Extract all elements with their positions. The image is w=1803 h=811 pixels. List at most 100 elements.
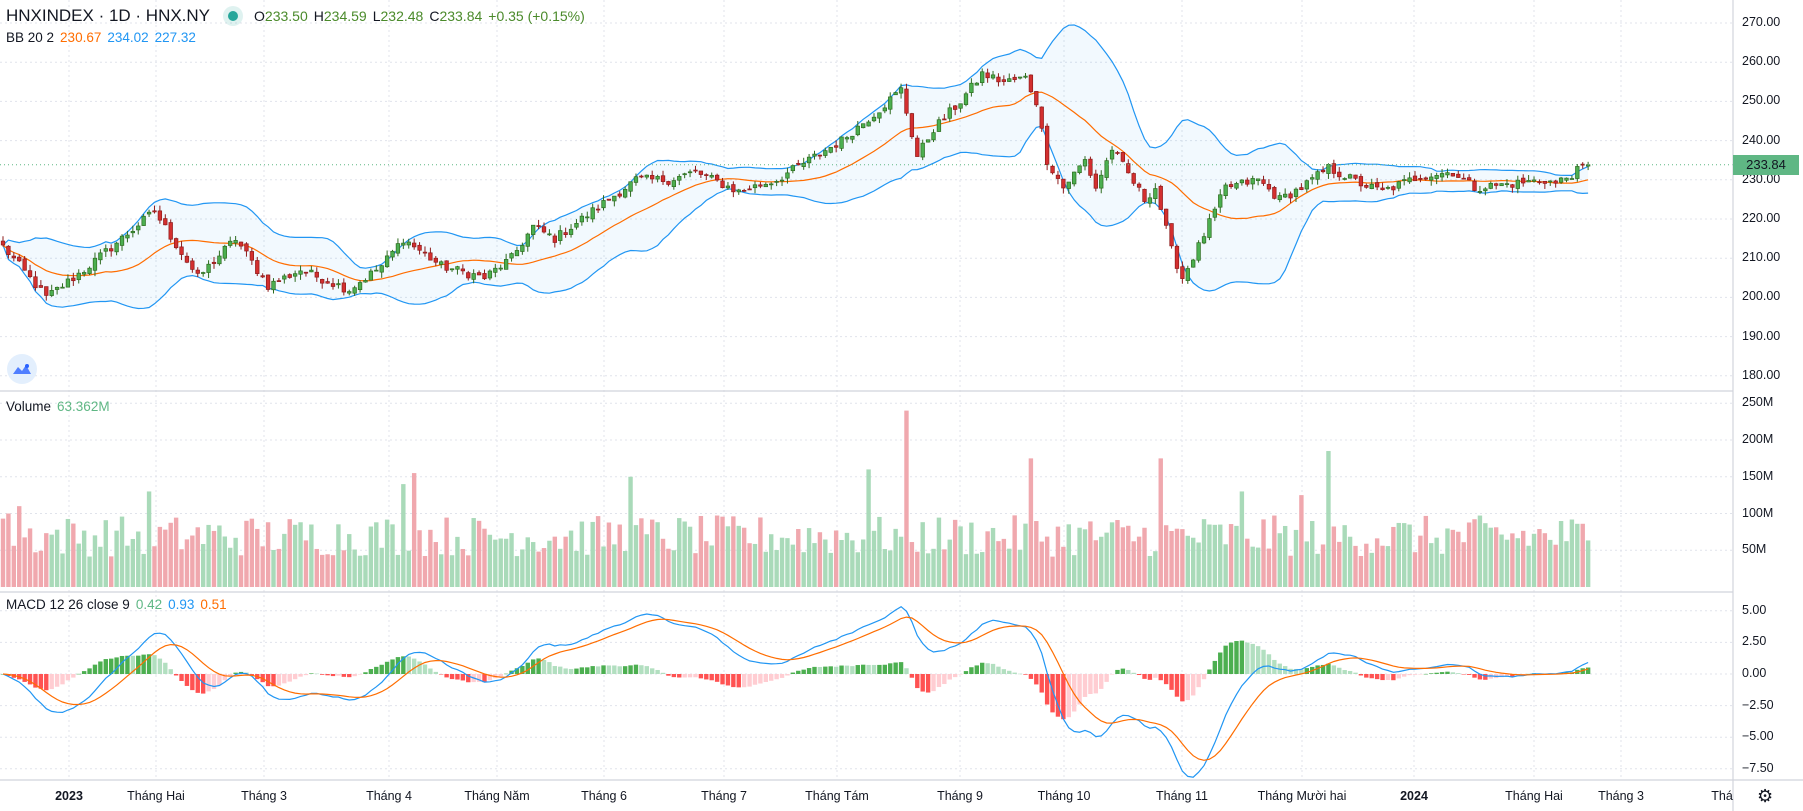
- macd-histogram-bar: [1201, 674, 1207, 680]
- volume-bar: [347, 534, 352, 587]
- macd-histogram-bar: [1158, 674, 1163, 681]
- macd-histogram-bar: [1174, 674, 1180, 697]
- volume-bar: [1034, 521, 1039, 587]
- volume-bar: [1207, 524, 1212, 587]
- bb-legend[interactable]: BB 20 2 230.67 234.02 227.32: [6, 30, 196, 45]
- volume-bar: [1169, 531, 1174, 587]
- macd-histogram-bar: [828, 666, 833, 674]
- macd-histogram-bar: [152, 655, 157, 674]
- volume-bar: [1245, 538, 1250, 587]
- candle-body: [1044, 125, 1050, 165]
- volume-bar: [1001, 538, 1007, 587]
- volume-bar: [493, 539, 498, 587]
- candle-body: [1374, 182, 1380, 188]
- candle-body: [633, 176, 639, 183]
- macd-histogram-bar: [476, 674, 482, 682]
- volume-bar: [1039, 541, 1044, 587]
- volume-bar: [1548, 539, 1553, 587]
- candle-body: [612, 195, 617, 202]
- candle-body: [1261, 179, 1266, 184]
- macd-histogram-bar: [639, 665, 644, 674]
- volume-bar: [796, 529, 801, 587]
- candle-body: [38, 285, 44, 288]
- candle-body: [1380, 187, 1385, 191]
- candle-body: [720, 180, 725, 189]
- volume-bar: [1585, 540, 1591, 587]
- candle-body: [1564, 177, 1569, 181]
- candle-body: [249, 251, 255, 261]
- macd-histogram-bar: [514, 668, 520, 674]
- volume-bar: [1082, 529, 1088, 587]
- volume-bar: [98, 546, 103, 587]
- bb-label: BB 20 2: [6, 30, 55, 45]
- volume-bar: [71, 523, 76, 587]
- volume-bar: [1228, 524, 1234, 587]
- macd-histogram-bar: [920, 674, 925, 692]
- macd-histogram-bar: [1055, 674, 1061, 717]
- volume-bar: [287, 519, 292, 587]
- macd-histogram-bar: [368, 669, 374, 674]
- volume-bar: [552, 536, 558, 587]
- volume-bar: [1445, 528, 1450, 587]
- symbol-legend: HNXINDEX · 1D · HNX.NY O233.50 H234.59 L…: [6, 6, 585, 26]
- volume-bar: [1439, 553, 1445, 587]
- settings-gear-icon[interactable]: ⚙: [1757, 786, 1774, 806]
- candle-body: [990, 74, 996, 79]
- candle-body: [1099, 174, 1104, 189]
- symbol-title[interactable]: HNXINDEX · 1D · HNX.NY: [6, 6, 211, 25]
- volume-legend[interactable]: Volume 63.362M: [6, 399, 110, 414]
- volume-bar: [1163, 525, 1169, 587]
- volume-bar: [725, 526, 731, 587]
- candle-body: [677, 176, 682, 181]
- volume-bar: [974, 553, 979, 587]
- candle-body: [1288, 193, 1293, 199]
- ohlc-low: L232.48: [372, 8, 424, 24]
- bb-lower-value: 227.32: [154, 30, 196, 45]
- price-tick-label: 220.00: [1742, 211, 1781, 225]
- macd-histogram-bar: [119, 655, 125, 674]
- volume-tick-label: 150M: [1742, 468, 1774, 483]
- volume-bar: [1299, 495, 1304, 587]
- volume-bar: [639, 518, 644, 587]
- candle-body: [1304, 180, 1309, 190]
- macd-histogram-bar: [1423, 673, 1429, 675]
- candle-body: [514, 250, 520, 257]
- candle-body: [455, 266, 460, 270]
- macd-histogram-bar: [109, 658, 114, 674]
- macd-legend[interactable]: MACD 12 26 close 9 0.42 0.93 0.51: [6, 597, 227, 612]
- macd-histogram-bar: [1461, 674, 1466, 675]
- volume-bar: [422, 556, 428, 587]
- macd-histogram-bar: [936, 674, 942, 688]
- volume-bar: [1456, 531, 1461, 587]
- candle-body: [314, 271, 319, 278]
- macd-histogram-bar: [563, 668, 568, 674]
- candle-body: [471, 273, 476, 280]
- macd-histogram-bar: [1196, 674, 1201, 688]
- tradingview-logo-icon[interactable]: [7, 354, 37, 384]
- macd-histogram-bar: [785, 674, 790, 676]
- volume-bar: [103, 520, 108, 587]
- volume-bar: [1104, 532, 1109, 587]
- macd-tick-label: 2.50: [1742, 634, 1767, 649]
- macd-histogram-bar: [1077, 674, 1082, 705]
- candle-body: [1358, 176, 1364, 187]
- macd-histogram-bar: [1439, 672, 1445, 674]
- volume-bar: [1234, 525, 1239, 587]
- macd-histogram-bar: [163, 662, 168, 674]
- candle-body: [1499, 183, 1504, 187]
- volume-bar: [860, 539, 866, 587]
- volume-bar: [374, 522, 379, 587]
- volume-bar: [579, 521, 585, 587]
- macd-histogram-bar: [44, 674, 49, 691]
- candle-body: [714, 174, 720, 181]
- volume-bar: [384, 519, 390, 587]
- macd-histogram-bar: [790, 672, 796, 674]
- volume-bar: [303, 540, 309, 587]
- candle-body: [449, 268, 455, 271]
- volume-bar: [206, 524, 211, 587]
- volume-bar: [693, 553, 698, 587]
- macd-histogram-bar: [325, 674, 330, 676]
- volume-bar: [498, 538, 503, 587]
- candle-body: [704, 174, 709, 176]
